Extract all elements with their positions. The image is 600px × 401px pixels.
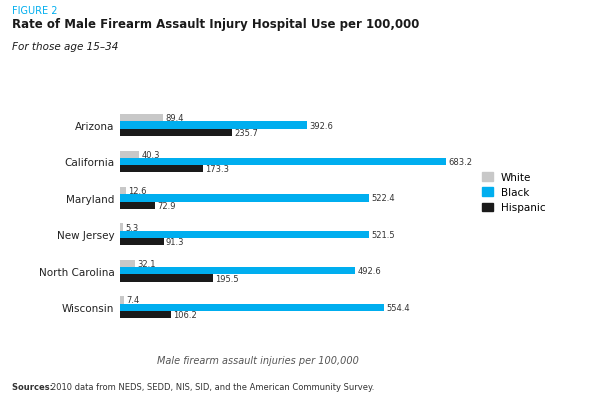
Bar (120, 267, 355, 275)
Text: 5.3: 5.3 (125, 223, 138, 232)
Text: 235.7: 235.7 (235, 128, 259, 138)
Text: 392.6: 392.6 (310, 121, 334, 130)
Bar (120, 260, 136, 267)
Bar (120, 304, 384, 311)
Text: 12.6: 12.6 (128, 186, 147, 196)
Bar (120, 166, 203, 173)
Legend: White, Black, Hispanic: White, Black, Hispanic (480, 170, 548, 215)
Bar (120, 115, 163, 122)
Text: 173.3: 173.3 (205, 165, 229, 174)
Bar (120, 202, 155, 209)
Bar (120, 122, 307, 129)
Text: 32.1: 32.1 (137, 259, 156, 268)
Text: 72.9: 72.9 (157, 201, 176, 210)
Text: Rate of Male Firearm Assault Injury Hospital Use per 100,000: Rate of Male Firearm Assault Injury Hosp… (12, 18, 419, 31)
Bar (120, 311, 170, 318)
Text: For those age 15–34: For those age 15–34 (12, 42, 118, 52)
Bar (120, 238, 164, 245)
Text: 40.3: 40.3 (142, 150, 160, 159)
Bar (120, 275, 213, 282)
Text: FIGURE 2: FIGURE 2 (12, 6, 58, 16)
Bar (120, 231, 368, 238)
Text: 89.4: 89.4 (165, 114, 184, 123)
Bar (120, 158, 446, 166)
Text: 683.2: 683.2 (448, 158, 472, 166)
Text: 195.5: 195.5 (215, 274, 239, 283)
Text: 106.2: 106.2 (173, 310, 197, 319)
Bar (120, 195, 369, 202)
Text: 7.4: 7.4 (126, 296, 139, 305)
Bar (120, 130, 232, 137)
Text: Male firearm assault injuries per 100,000: Male firearm assault injuries per 100,00… (157, 355, 359, 365)
Text: 492.6: 492.6 (357, 267, 381, 275)
Bar (120, 151, 139, 158)
Text: 91.3: 91.3 (166, 237, 184, 247)
Bar (120, 224, 122, 231)
Text: 521.5: 521.5 (371, 230, 395, 239)
Bar (120, 296, 124, 304)
Text: 522.4: 522.4 (371, 194, 395, 203)
Text: Sources:: Sources: (12, 382, 56, 391)
Bar (120, 188, 126, 195)
Text: 2010 data from NEDS, SEDD, NIS, SID, and the American Community Survey.: 2010 data from NEDS, SEDD, NIS, SID, and… (51, 382, 374, 391)
Text: 554.4: 554.4 (386, 303, 410, 312)
